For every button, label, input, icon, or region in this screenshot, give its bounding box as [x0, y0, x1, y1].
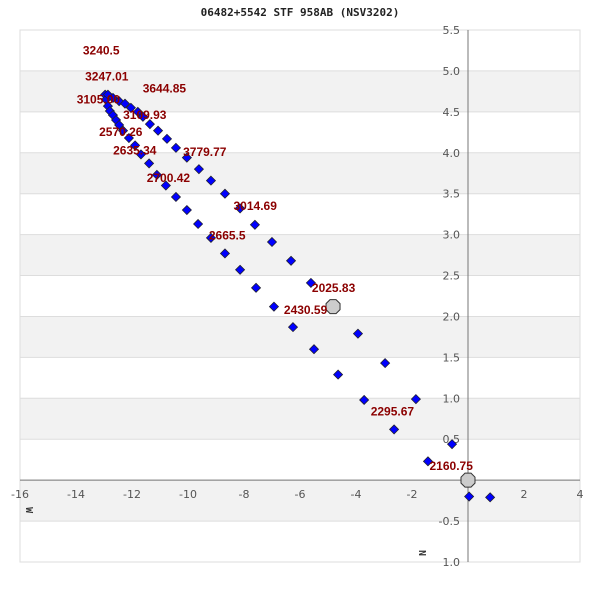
data-label: 2295.67 [371, 404, 415, 418]
grid-band [20, 480, 580, 522]
data-point [333, 369, 344, 380]
chart-title: 06482+5542 STF 958AB (NSV3202) [200, 6, 400, 19]
data-point [287, 322, 299, 333]
grid-band [20, 234, 580, 276]
x-tick-label: -2 [407, 488, 418, 501]
y-tick-label: 4.5 [443, 106, 461, 119]
north-label: N [416, 550, 427, 556]
data-point [268, 301, 280, 312]
grid-band [20, 316, 580, 358]
data-point [102, 89, 113, 100]
data-point [161, 133, 173, 144]
data-point [285, 255, 297, 266]
data-point [464, 491, 475, 502]
y-tick-label: 1.5 [443, 351, 461, 364]
data-label: 2430.59 [284, 303, 328, 317]
plot-border [19, 29, 581, 563]
x-tick-label: -8 [239, 488, 250, 501]
data-point [125, 102, 136, 113]
data-label: 3644.85 [143, 81, 187, 95]
data-point [235, 264, 246, 275]
data-point [359, 394, 370, 406]
y-tick-label: 1.0 [443, 392, 461, 405]
data-point [250, 282, 262, 293]
data-point [170, 142, 182, 153]
highlight-marker [325, 299, 341, 315]
x-tick-label: 2 [521, 488, 528, 501]
data-label: 3014.69 [234, 199, 278, 213]
data-point [446, 439, 458, 450]
data-point [410, 394, 421, 405]
x-tick-label: -4 [351, 488, 362, 501]
x-tick-label: -10 [179, 488, 197, 501]
data-label: 3240.5 [83, 44, 120, 58]
data-point [266, 236, 278, 248]
data-label: 2160.75 [430, 459, 474, 473]
data-point [135, 149, 147, 160]
data-point [144, 119, 155, 130]
y-tick-label: 1.0 [443, 556, 461, 569]
highlight-marker [460, 472, 476, 488]
grid-band [20, 152, 580, 194]
data-point [123, 132, 134, 144]
data-point [305, 277, 316, 288]
data-label: 3779.77 [183, 145, 227, 159]
x-tick-label: 4 [577, 488, 584, 501]
y-tick-label: 5.0 [443, 65, 461, 78]
data-point [193, 164, 204, 175]
data-point [352, 328, 364, 339]
y-tick-label: 4.0 [443, 147, 461, 160]
data-label: 2570.26 [99, 125, 143, 139]
data-point [181, 152, 192, 163]
data-label: 3247.01 [85, 70, 129, 84]
data-point [389, 424, 400, 435]
x-tick-label: -14 [67, 488, 85, 501]
y-tick-label: 2.5 [443, 270, 461, 283]
data-label: 2025.83 [312, 281, 356, 295]
grid-band [20, 70, 580, 112]
data-point [119, 98, 131, 109]
data-point [219, 188, 231, 199]
x-tick-label: -6 [295, 488, 306, 501]
data-point [151, 169, 162, 180]
x-tick-label: -16 [11, 488, 29, 501]
data-label: 3109.93 [123, 108, 167, 122]
data-point [205, 175, 217, 186]
data-label: 2635.34 [113, 143, 157, 157]
data-point [219, 248, 231, 259]
data-point [205, 232, 217, 243]
y-tick-label: 5.5 [443, 24, 461, 37]
y-tick-label: -0.5 [439, 515, 460, 528]
data-point [308, 344, 320, 355]
data-point [485, 492, 496, 503]
data-point [152, 125, 164, 136]
data-point [193, 218, 204, 230]
data-point [137, 111, 148, 122]
data-point [181, 204, 192, 216]
data-point [132, 106, 143, 117]
data-point [235, 203, 246, 214]
west-label: W [23, 507, 34, 514]
data-label: 2665.5 [209, 229, 246, 243]
data-point [380, 358, 391, 369]
data-point [422, 456, 434, 467]
y-tick-label: 2.0 [443, 310, 461, 323]
y-tick-label: 3.5 [443, 188, 461, 201]
data-label: 2700.42 [147, 171, 191, 185]
data-point [117, 125, 129, 136]
data-point [144, 158, 155, 169]
y-tick-label: 3.0 [443, 229, 461, 242]
data-point [114, 119, 125, 131]
x-tick-label: -12 [123, 488, 141, 501]
data-point [249, 219, 260, 230]
data-point [130, 140, 141, 151]
data-point [170, 191, 182, 203]
data-point [160, 180, 171, 191]
grid-band [20, 398, 580, 440]
data-label: 3105.00 [77, 93, 121, 107]
